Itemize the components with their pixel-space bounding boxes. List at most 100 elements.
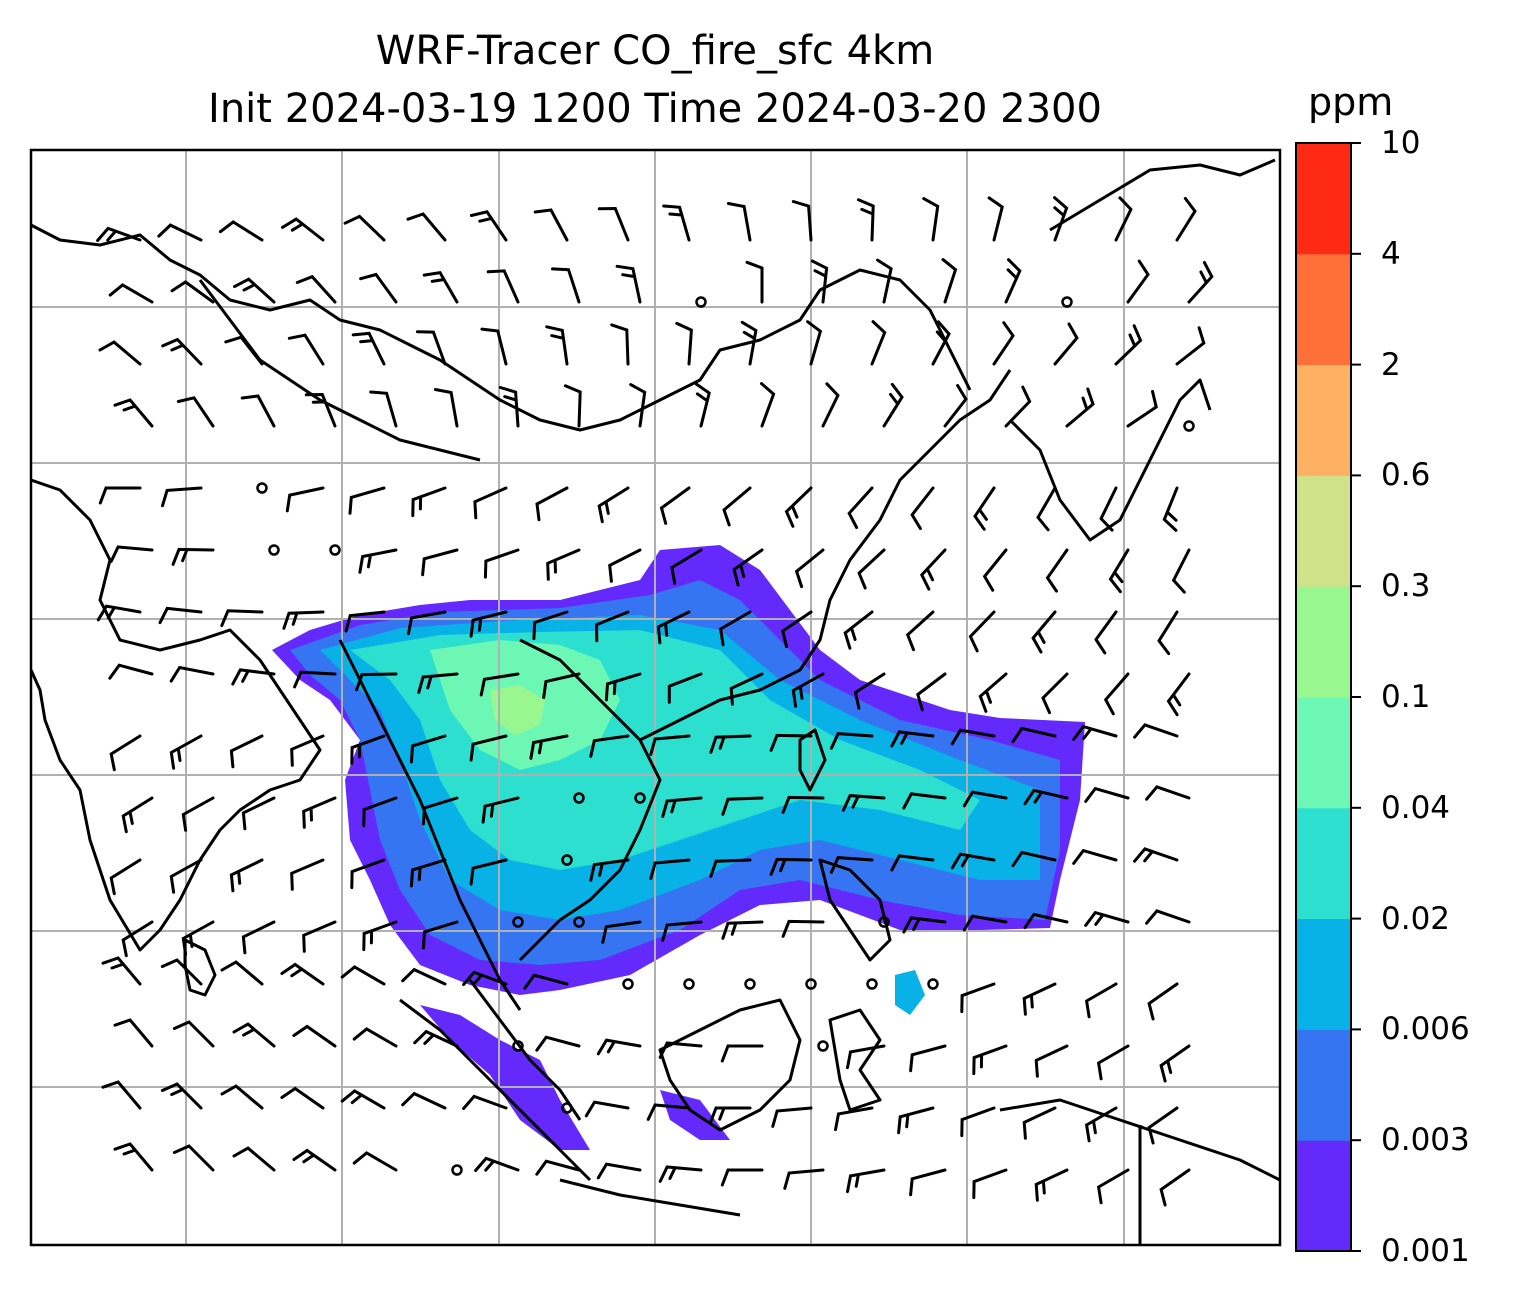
wind-barb [280, 962, 325, 986]
wind-barb [176, 396, 215, 428]
wind-barb [649, 858, 691, 880]
wind-barb [290, 858, 325, 891]
china-border-south [198, 279, 481, 462]
wind-barb [350, 734, 386, 766]
wind-barbs [96, 196, 1214, 1207]
wind-barb [169, 734, 203, 770]
wind-barb [409, 858, 447, 888]
colorbar-tick-label: 0.3 [1381, 568, 1431, 605]
wind-barb [950, 728, 996, 746]
philippines [818, 858, 892, 962]
calm-wind-marker [573, 916, 585, 928]
plume-level-0.1 [490, 685, 545, 735]
wind-barb [108, 283, 154, 304]
wind-barb [1023, 788, 1069, 806]
plume-level-0.001-south [420, 1005, 590, 1150]
calm-wind-marker [695, 296, 707, 308]
wind-barb [781, 610, 813, 649]
wind-barb [406, 212, 447, 242]
wind-barb [348, 486, 386, 515]
wind-barb [659, 486, 691, 525]
wind-barb [181, 920, 215, 956]
wind-barb [1031, 610, 1057, 654]
wind-barb [909, 1168, 947, 1197]
wind-barb [1114, 196, 1133, 242]
calm-wind-marker [329, 544, 341, 556]
wind-barb [292, 1024, 337, 1048]
wind-barb [292, 1148, 337, 1172]
wind-barb [232, 1146, 276, 1172]
wind-barb [943, 384, 968, 428]
wind-barb [1103, 672, 1130, 716]
wind-barb [287, 333, 325, 366]
wind-barb [909, 1044, 947, 1073]
wind-barb [1072, 724, 1118, 741]
wind-barb [1159, 1168, 1191, 1207]
wind-barb [729, 672, 764, 706]
colorbar-tick-label: 10 [1381, 125, 1421, 161]
wind-barb [1034, 1168, 1069, 1202]
wind-barb [281, 217, 325, 242]
wind-barb [760, 382, 776, 428]
wind-barb [169, 665, 215, 683]
wind-barb [1045, 548, 1069, 593]
wind-barb [615, 264, 642, 304]
calm-wind-marker [512, 1040, 524, 1052]
wind-barb [794, 548, 825, 589]
wind-barb [1099, 486, 1118, 532]
wind-barb [910, 486, 935, 530]
wind-barb [480, 327, 508, 366]
wind-barb [462, 1094, 508, 1110]
wind-barb [1175, 196, 1197, 242]
wind-barb [474, 1156, 520, 1172]
colorbar-unit-label: ppm [1308, 80, 1394, 124]
wind-barb [172, 1020, 215, 1048]
wind-barb [853, 672, 886, 710]
wind-barb [401, 1091, 447, 1110]
wind-barb [563, 384, 582, 428]
wind-barb [1034, 1044, 1069, 1078]
wind-barb [1145, 909, 1191, 925]
wind-barb [96, 226, 142, 242]
wind-barb [629, 383, 647, 428]
wind-barb [1011, 850, 1057, 868]
wind-barb [113, 1142, 154, 1172]
wind-barb [1096, 1168, 1130, 1205]
calm-wind-marker [622, 978, 634, 990]
calm-wind-marker [927, 978, 939, 990]
wind-barb [121, 796, 154, 834]
wind-barb [960, 982, 996, 1014]
wind-barb [902, 792, 947, 810]
wind-barb [646, 1103, 691, 1121]
calm-wind-marker [451, 1164, 463, 1176]
wind-barb [658, 1041, 703, 1059]
borneo [658, 998, 802, 1132]
calm-wind-marker [561, 1102, 573, 1114]
wind-barb [1108, 548, 1130, 594]
wind-barb [1053, 196, 1069, 242]
java [559, 1178, 741, 1217]
wind-barb [170, 280, 215, 304]
sulawesi [828, 1008, 882, 1112]
wind-barb [411, 486, 447, 518]
wind-barb [535, 486, 569, 522]
wind-barb [662, 204, 691, 242]
wind-barb [171, 547, 215, 566]
wind-barb [1084, 1106, 1118, 1143]
wind-barb [218, 220, 264, 242]
wind-barb [417, 672, 459, 694]
wind-barb [1157, 610, 1179, 656]
wind-barb [941, 258, 958, 304]
wind-barb [1147, 1106, 1179, 1145]
wind-barb [718, 610, 752, 647]
wind-barb [358, 548, 398, 574]
wind-barb [841, 794, 886, 812]
map-title-line1: WRF-Tracer CO_fire_sfc 4km [375, 28, 935, 74]
wind-barb [369, 390, 398, 428]
wind-barb [352, 1151, 398, 1172]
wind-barb [610, 323, 630, 366]
wind-barb [121, 920, 154, 958]
wind-barb [962, 914, 1008, 932]
colorbar-tick-label: 2 [1381, 346, 1401, 383]
wind-barb [109, 545, 154, 563]
